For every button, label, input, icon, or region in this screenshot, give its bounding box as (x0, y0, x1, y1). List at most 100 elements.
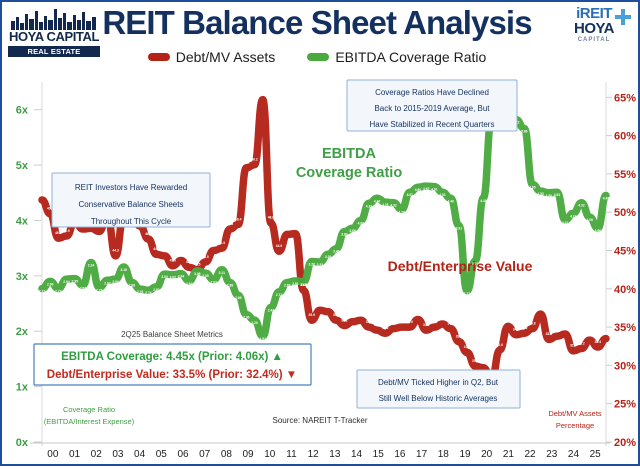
data-label: 31.9 (570, 344, 577, 348)
annotation-tr-line1: Coverage Ratios Have Declined (375, 88, 489, 97)
data-label: 3.24 (88, 264, 95, 268)
data-label: 46.9 (63, 229, 70, 233)
data-label: 35.9 (308, 313, 315, 317)
legend-swatch-ebitda (307, 53, 330, 61)
x-tick-label: 02 (91, 449, 103, 460)
data-label: 2.43 (268, 308, 275, 312)
data-label: 39.8 (300, 283, 307, 287)
data-label: 3.11 (219, 271, 225, 275)
y-tick-left: 4x (16, 215, 29, 227)
data-label: 29.7 (480, 361, 487, 365)
data-label: 4.65 (529, 186, 536, 190)
data-label: 1.91 (259, 337, 266, 341)
data-label: 3.26 (308, 262, 315, 266)
data-label: 3.03 (161, 275, 168, 279)
y-tick-left: 0x (16, 437, 29, 449)
x-tick-label: 13 (329, 449, 341, 460)
chart-legend: Debt/MV Assets EBITDA Coverage Ratio (102, 46, 532, 68)
y-tick-left: 3x (16, 271, 29, 283)
data-label: 4.40 (447, 199, 454, 203)
x-tick-label: 06 (177, 449, 189, 460)
data-label: 2.94 (112, 280, 119, 284)
legend-item-ebitda[interactable]: EBITDA Coverage Ratio (307, 49, 486, 65)
data-label: 4.33 (382, 203, 389, 207)
legend-label-debt: Debt/MV Assets (175, 49, 276, 65)
ireit-hoya-logo: iREIT HOYA CAPITAL (554, 6, 634, 64)
chart-svg: 0x 1x 2x 3x 4x 5x 6x 20% 25% 30% 35% 40% 45% 50% 55% 6… (2, 74, 638, 464)
data-label: 2.74 (145, 291, 152, 295)
data-label: 46.6 (55, 231, 62, 235)
data-label: 44.5 (153, 247, 160, 251)
series-label-green-line1: EBITDA (322, 146, 377, 162)
x-tick-label: 17 (416, 449, 428, 460)
data-label: 4.40 (374, 199, 381, 203)
y-tick-right: 50% (614, 207, 636, 219)
data-label: 35.0 (431, 320, 438, 324)
data-label: 2.73 (464, 292, 471, 296)
data-label: 34.8 (529, 321, 536, 325)
data-label: 44.9 (276, 244, 283, 248)
data-label: 35.0 (366, 320, 373, 324)
data-label: 5.66 (521, 130, 528, 134)
data-label: 3.91 (456, 226, 463, 230)
data-label: 3.80 (341, 233, 348, 237)
data-label: 64.7 (259, 92, 266, 96)
data-label: 3.04 (178, 275, 185, 279)
legend-item-debt[interactable]: Debt/MV Assets (147, 49, 276, 65)
footer-left-label: Coverage Ratio (EBITDA/Interest Expense) (44, 405, 135, 426)
data-label: 2.30 (243, 316, 250, 320)
data-label: 48.4 (235, 217, 242, 221)
data-label: 4.51 (407, 193, 414, 197)
data-label: 2.88 (129, 284, 136, 288)
data-label: 47.1 (284, 227, 291, 231)
data-label: 35.2 (341, 318, 348, 322)
annotation-tr-line2: Back to 2015-2019 Average, But (374, 104, 490, 113)
data-label: 4.51 (439, 193, 446, 197)
data-label: 34.2 (521, 326, 528, 330)
footer-right-label: Debt/MV Assets Percentage (548, 409, 602, 430)
chart-header: HOYA CAPITAL REAL ESTATE REIT Balance Sh… (2, 2, 638, 74)
x-tick-label: 19 (459, 449, 471, 460)
annotation-left: REIT Investors Have Rewarded Conservativ… (51, 172, 211, 228)
y-tick-left: 6x (16, 105, 29, 117)
data-label: 34.6 (374, 323, 381, 327)
data-label: 33.1 (456, 335, 463, 339)
data-label: 43.0 (170, 259, 177, 263)
data-label: 34.0 (513, 328, 520, 332)
data-label: 4.41 (480, 199, 487, 203)
data-label: 2.76 (137, 290, 144, 294)
annotation-br-line1: Debt/MV Ticked Higher in Q2, But (378, 378, 499, 387)
data-label: 29.9 (472, 359, 479, 363)
hoya-capital-logo: HOYA CAPITAL REAL ESTATE (6, 6, 101, 68)
x-tick-label: 14 (351, 449, 363, 460)
metrics-box: 2Q25 Balance Sheet Metrics EBITDA Covera… (33, 330, 312, 386)
data-label: 45.3 (219, 241, 226, 245)
data-label: 33.8 (554, 329, 561, 333)
x-tick-label: 23 (546, 449, 558, 460)
data-label: 3.05 (202, 274, 209, 278)
y-tick-right: 40% (614, 284, 636, 296)
y-tick-right: 55% (614, 169, 636, 181)
legend-swatch-debt (147, 53, 170, 61)
data-label: 51.6 (39, 193, 46, 197)
data-label: 2.83 (80, 286, 87, 290)
data-label: 37.0 (325, 305, 332, 309)
left-axis-ticks: 0x 1x 2x 3x 4x 5x 6x (16, 105, 29, 449)
data-label: 33.4 (546, 332, 553, 336)
y-tick-right: 65% (614, 92, 636, 104)
y-tick-right: 25% (614, 399, 636, 411)
plot-area: 0x 1x 2x 3x 4x 5x 6x 20% 25% 30% 35% 40% 45% 50% 55% 6… (2, 74, 638, 464)
logo-subtitle: REAL ESTATE (8, 46, 100, 57)
data-label: 42.8 (186, 260, 193, 264)
data-label: 3.16 (120, 268, 127, 272)
data-label: 2.91 (186, 282, 193, 286)
data-label: 35.1 (505, 319, 512, 323)
data-label: 2.95 (71, 280, 78, 284)
data-label: 2.20 (251, 321, 258, 325)
data-label: 4.45 (603, 197, 610, 201)
data-label: 36.7 (537, 307, 544, 311)
data-label: 49.8 (47, 207, 54, 211)
data-label: 35.4 (439, 317, 446, 321)
series-label-green: EBITDA Coverage Ratio (296, 146, 403, 181)
x-tick-label: 07 (199, 449, 211, 460)
